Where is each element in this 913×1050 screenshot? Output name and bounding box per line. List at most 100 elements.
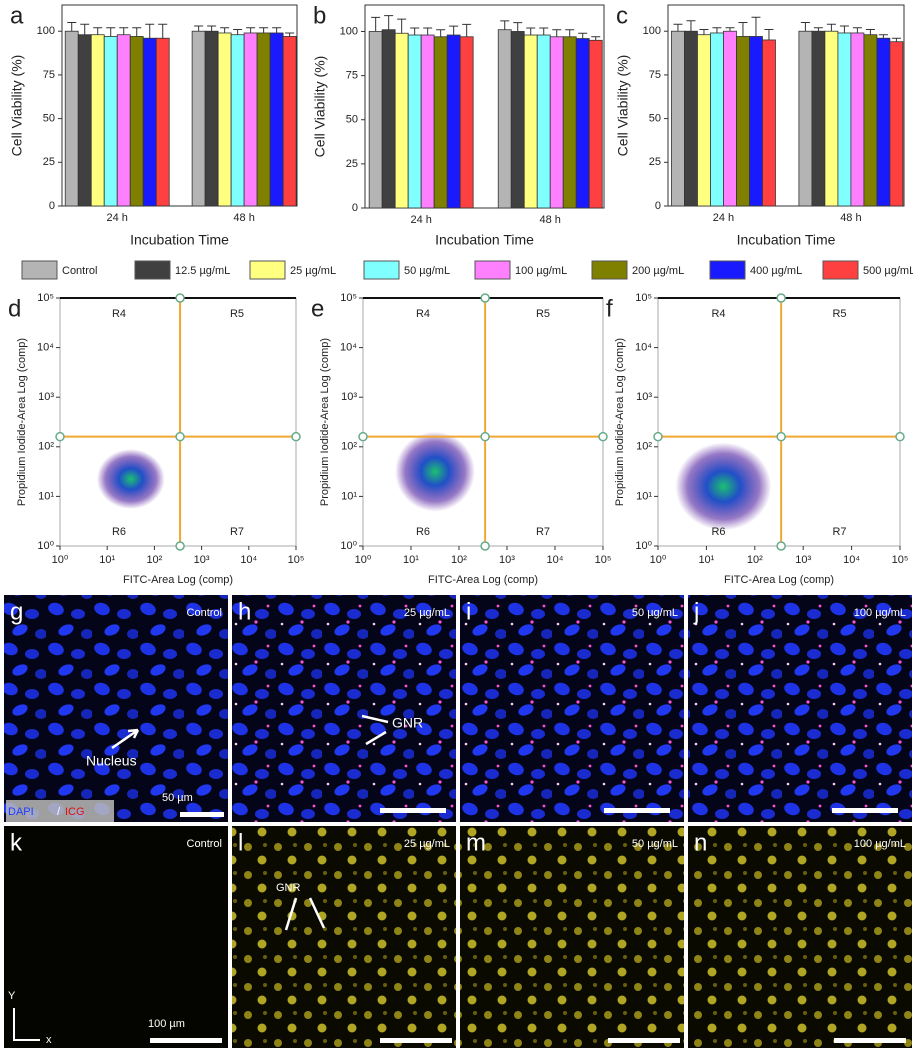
bar <box>798 30 813 207</box>
y-axis-label: Cell Viability (%) <box>312 56 328 158</box>
error-bar <box>751 16 761 37</box>
gate-handle <box>55 431 65 442</box>
gate-handle <box>175 541 185 551</box>
x-tick-label: 10¹ <box>403 554 419 566</box>
error-bar <box>891 37 901 42</box>
y-axis-label: Cell Viability (%) <box>615 55 631 157</box>
stain-label: / <box>57 806 61 818</box>
micrograph <box>688 595 912 822</box>
error-bar <box>285 32 295 37</box>
y-tick-label: 10² <box>38 441 54 453</box>
legend-swatch <box>709 260 746 280</box>
error-bar <box>591 36 601 41</box>
quadrant-label: R5 <box>536 308 550 320</box>
bar <box>446 34 461 209</box>
x-tick-label: 24 h <box>713 212 734 224</box>
x-tick-label: 10⁴ <box>843 554 860 566</box>
bar <box>549 36 564 209</box>
quadrant-label: R5 <box>832 308 846 320</box>
error-bar <box>145 23 155 39</box>
quadrant-label: R7 <box>832 526 846 538</box>
micrograph <box>4 595 228 822</box>
plot-frame <box>59 297 297 547</box>
y-tick-label: 10¹ <box>636 490 652 502</box>
bar <box>710 32 724 207</box>
panel-letter: i <box>466 598 471 625</box>
panel-label: 25 µg/mL <box>404 838 450 850</box>
legend-label: 50 µg/mL <box>404 265 450 277</box>
error-bar <box>462 23 472 37</box>
density-cloud <box>675 442 772 531</box>
bar <box>889 41 904 207</box>
bar <box>697 34 711 207</box>
y-tick-label: 50 <box>43 113 55 125</box>
error-bar <box>106 27 116 37</box>
panel-label: Control <box>187 838 222 850</box>
density-cloud <box>96 449 165 510</box>
error-bar <box>67 21 77 32</box>
scale-bar <box>608 1038 680 1043</box>
error-bar <box>93 27 103 35</box>
gate-handle <box>480 431 490 442</box>
x-axis-label: Incubation Time <box>435 232 534 248</box>
quadrant-label: R4 <box>711 308 725 320</box>
y-tick-label: 0 <box>49 200 55 212</box>
x-axis-label: FITC-Area Log (comp) <box>123 574 233 586</box>
y-tick-label: 100 <box>37 25 55 37</box>
bar <box>723 30 737 207</box>
quadrant-label: R6 <box>416 526 430 538</box>
x-tick-label: 48 h <box>540 214 561 226</box>
axis-label: Y <box>8 990 16 1002</box>
error-bar <box>699 28 709 35</box>
legend-label: 25 µg/mL <box>290 265 336 277</box>
plot-frame <box>364 4 605 209</box>
y-axis-label: Propidium Iodide-Area Log (comp) <box>319 338 331 506</box>
x-axis-label: Incubation Time <box>130 232 229 248</box>
panel-letter: k <box>10 829 23 856</box>
label-box <box>6 800 114 822</box>
scale-bar <box>150 1038 222 1043</box>
panel-letter: j <box>693 598 699 625</box>
x-tick-label: 10⁰ <box>52 554 69 566</box>
y-axis-label: Propidium Iodide-Area Log (comp) <box>614 338 626 506</box>
x-axis-label: FITC-Area Log (comp) <box>724 574 834 586</box>
panel-letter: f <box>606 295 613 322</box>
plot-frame <box>667 4 905 207</box>
x-tick-label: 10² <box>747 554 763 566</box>
y-tick-label: 100 <box>340 25 358 37</box>
annotation: GNR <box>392 715 423 731</box>
panel-letter: c <box>616 2 628 29</box>
x-axis-label: Incubation Time <box>737 232 836 248</box>
plot-frame <box>61 4 298 207</box>
x-tick-label: 48 h <box>840 212 861 224</box>
x-tick-label: 24 h <box>410 214 431 226</box>
panel-label: 25 µg/mL <box>404 607 450 619</box>
x-tick-label: 10¹ <box>698 554 714 566</box>
x-tick-label: 10⁴ <box>240 554 257 566</box>
scale-bar <box>380 1038 452 1043</box>
gate-handle <box>895 431 905 442</box>
annotation: Nucleus <box>86 753 137 769</box>
bar <box>368 31 383 209</box>
scale-bar-label: 100 µm <box>148 1018 185 1030</box>
y-tick-label: 10⁰ <box>635 540 652 552</box>
error-bar <box>449 25 459 36</box>
y-tick-label: 10⁰ <box>340 540 357 552</box>
bar <box>269 32 284 207</box>
scale-bar <box>834 1038 906 1043</box>
bar <box>64 30 79 207</box>
y-tick-label: 10⁴ <box>635 342 652 354</box>
error-bar <box>272 27 282 33</box>
y-tick-label: 25 <box>43 156 55 168</box>
x-tick-label: 10³ <box>499 554 515 566</box>
panel-letter: e <box>311 295 324 322</box>
error-bar <box>565 29 575 37</box>
y-tick-label: 10³ <box>636 391 652 403</box>
y-tick-label: 10³ <box>38 391 54 403</box>
bar <box>671 30 685 207</box>
y-tick-label: 75 <box>43 69 55 81</box>
axis-arrows <box>13 1008 40 1041</box>
y-tick-label: 75 <box>346 70 358 82</box>
gate-handle <box>598 431 608 442</box>
